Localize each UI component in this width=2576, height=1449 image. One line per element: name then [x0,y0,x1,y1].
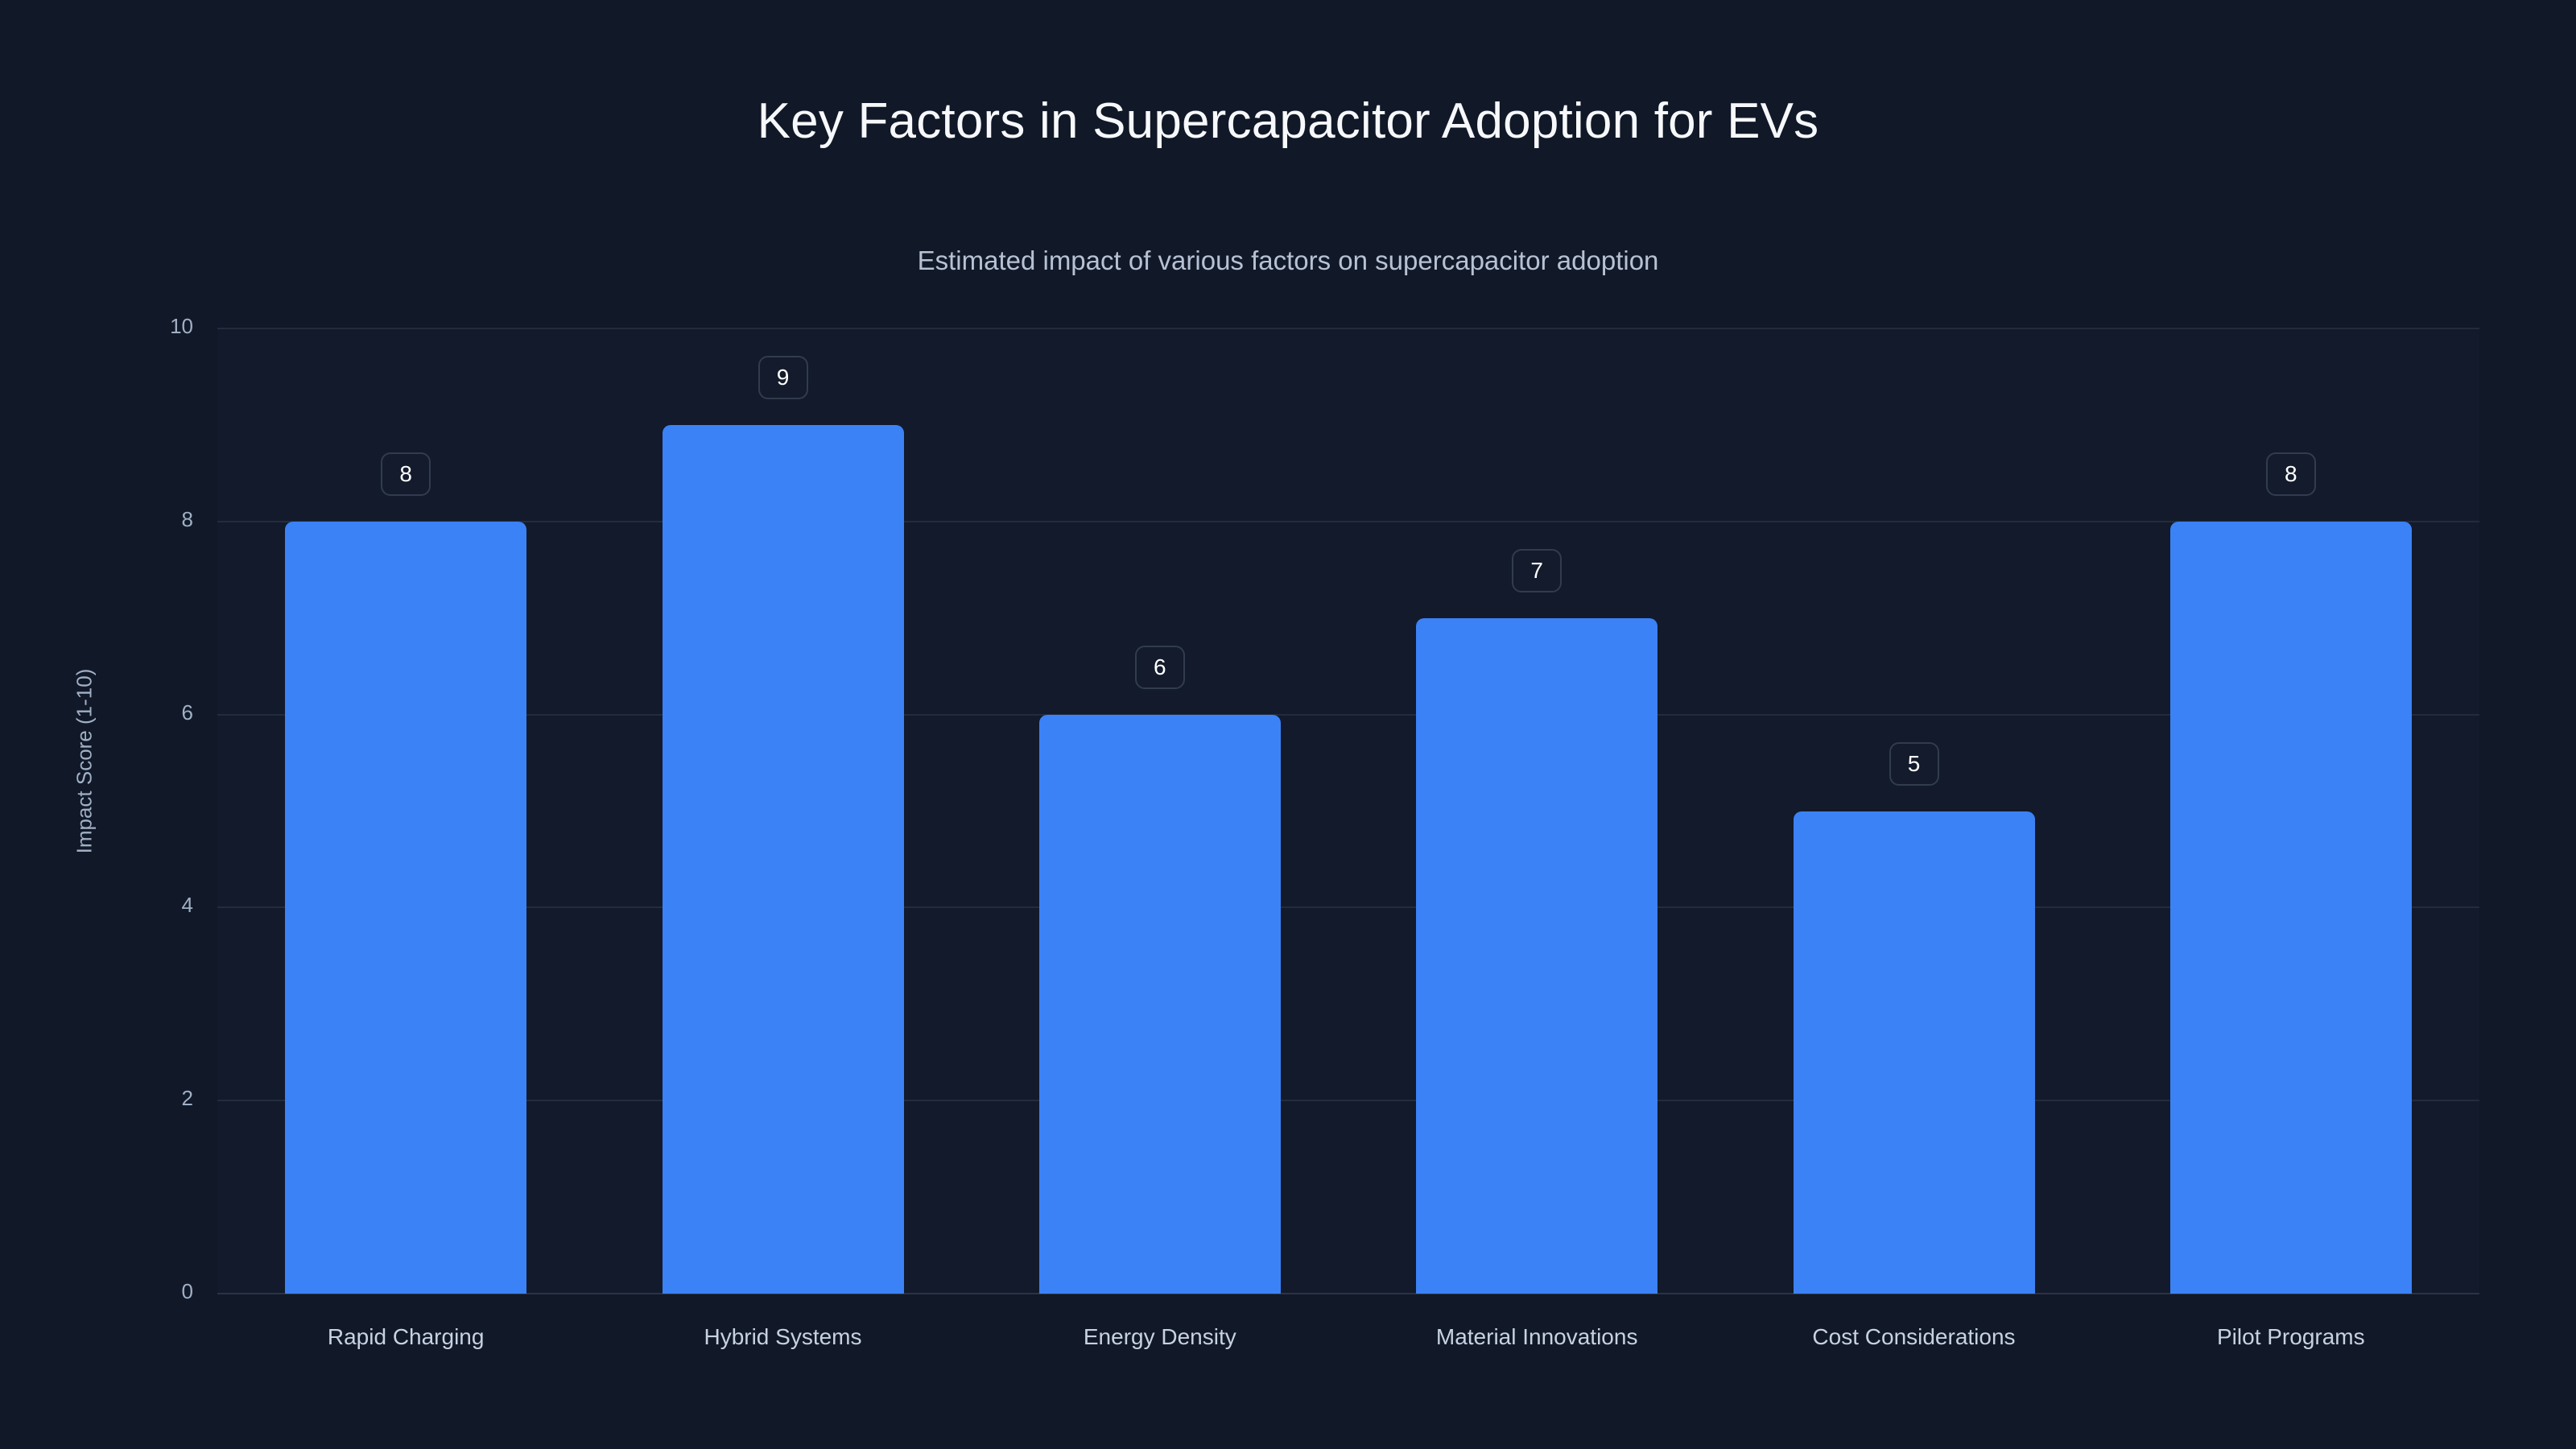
bar[interactable] [1038,714,1281,1294]
x-tick-label: Pilot Programs [2217,1324,2365,1349]
bar[interactable] [2169,521,2412,1294]
y-tick-label: 6 [181,700,193,724]
gridline [217,328,2479,329]
x-tick-label: Material Innovations [1435,1324,1638,1349]
gridline [217,713,2479,716]
gridline [217,906,2479,909]
y-tick-label: 4 [181,893,193,918]
x-tick-label: Rapid Charging [327,1324,485,1349]
x-tick-label: Energy Density [1083,1324,1236,1349]
y-tick-label: 2 [181,1086,193,1111]
bar-value-badge: 6 [1134,645,1185,689]
x-tick-label: Hybrid Systems [704,1324,862,1349]
bar-value-badge: 8 [381,452,431,496]
plot-area [217,328,2479,1294]
chart-title: Key Factors in Supercapacitor Adoption f… [757,93,1819,149]
y-tick-label: 8 [181,506,193,531]
bar-value-badge: 8 [2265,452,2316,496]
gridline [217,520,2479,522]
bar[interactable] [1416,617,1658,1294]
bar[interactable] [662,424,904,1294]
bar-value-badge: 7 [1512,548,1563,592]
bar[interactable] [285,521,527,1294]
bar-value-badge: 5 [1889,741,1939,786]
gridline [217,1100,2479,1102]
x-axis-line [217,1293,2479,1294]
y-axis-title: Impact Score (1-10) [72,668,97,854]
x-tick-label: Cost Considerations [1812,1324,2016,1349]
y-tick-label: 0 [181,1279,193,1303]
chart-subtitle: Estimated impact of various factors on s… [917,246,1659,275]
bar-value-badge: 9 [758,355,808,399]
bar[interactable] [1793,811,2035,1294]
y-tick-label: 10 [170,314,193,338]
